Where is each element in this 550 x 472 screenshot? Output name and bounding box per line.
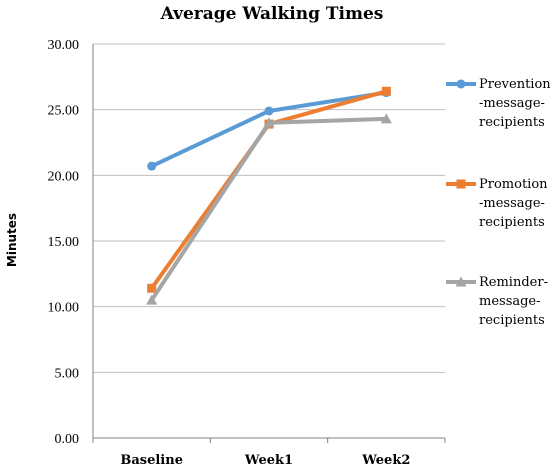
data-point	[381, 86, 391, 96]
legend: Prevention -message-recipients Promotion -m…	[446, 77, 550, 328]
y-tick-labels: 0.00 5.00 10.00 15.00 20.00 25.00 30.00	[48, 38, 80, 447]
y-tick-label: 30.00	[48, 38, 80, 53]
series-line	[149, 90, 389, 169]
y-tick-label: 25.00	[48, 104, 80, 119]
data-point	[380, 113, 392, 124]
legend-entry-3: Reminder-message-recipients	[446, 275, 548, 328]
legend-label: message-	[479, 294, 541, 309]
legend-label: Prevention	[479, 77, 550, 92]
legend-marker	[455, 276, 467, 287]
data-point	[263, 117, 275, 128]
y-tick-label: 10.00	[48, 301, 80, 316]
chart-title: Average Walking Times	[160, 4, 384, 24]
y-tick-label: 5.00	[55, 366, 80, 381]
data-point	[147, 283, 157, 293]
series-lines	[146, 86, 392, 305]
axes	[92, 44, 446, 443]
y-tick-label: 15.00	[48, 235, 80, 250]
y-axis-label: Minutes	[5, 213, 19, 267]
legend-label: Promotion	[479, 177, 548, 192]
legend-entry-1: Prevention -message-recipients	[446, 77, 550, 130]
legend-label: recipients	[479, 215, 545, 230]
y-tick-label: 0.00	[55, 432, 80, 447]
x-tick-label: Week1	[244, 453, 293, 468]
data-point	[147, 161, 157, 171]
data-point	[146, 294, 158, 305]
gridlines	[93, 43, 445, 373]
legend-label: recipients	[479, 313, 545, 328]
series-line	[149, 116, 389, 303]
y-tick-label: 20.00	[48, 169, 80, 184]
data-point	[264, 106, 274, 116]
legend-label: -message-	[479, 196, 545, 211]
legend-label: recipients	[479, 115, 545, 130]
x-tick-labels: Baseline Week1 Week2	[120, 453, 410, 468]
x-tick-label: Week2	[361, 453, 410, 468]
legend-label: Reminder-	[479, 275, 548, 290]
legend-marker	[456, 179, 466, 189]
legend-marker	[456, 79, 466, 89]
legend-entry-2: Promotion -message-recipients	[446, 177, 548, 230]
series-3	[146, 113, 392, 305]
legend-label: -message-	[479, 96, 545, 111]
x-tick-label: Baseline	[120, 453, 183, 468]
